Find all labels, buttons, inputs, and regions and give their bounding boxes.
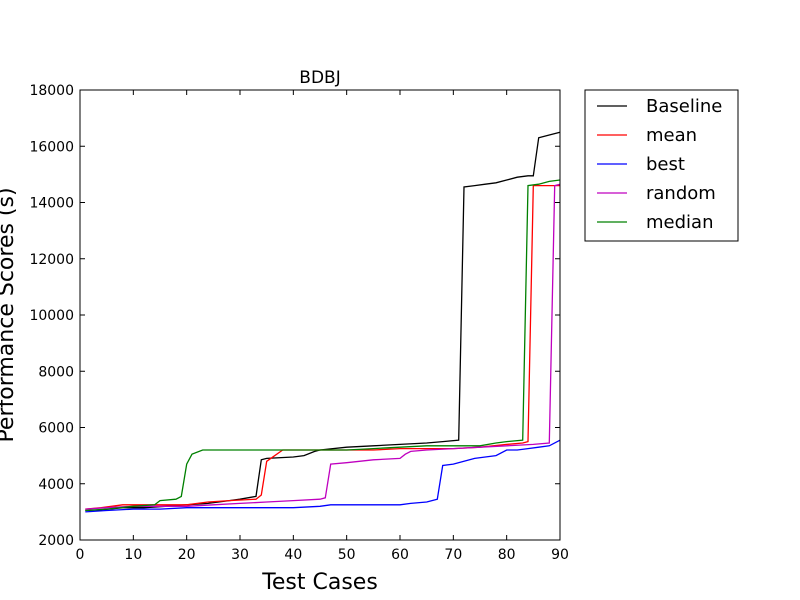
legend-label-mean: mean [646, 125, 697, 146]
legend-frame [584, 89, 739, 242]
series-line-best [85, 439, 561, 513]
y-tick-label: 10000 [29, 308, 74, 324]
plot-series [85, 131, 561, 513]
x-axis: 0 10 20 30 40 50 60 70 80 90 [76, 90, 569, 563]
series-line-random [85, 183, 561, 510]
chart-title: BDBJ [299, 68, 340, 88]
x-tick-label: 30 [231, 547, 249, 563]
legend-label-median: median [646, 212, 713, 233]
legend-label-random: random [646, 183, 716, 204]
legend: Baseline mean best random median [584, 89, 739, 242]
y-axis-label: Performance Scores (s) [0, 187, 19, 442]
x-tick-label: 40 [284, 547, 302, 563]
plot-frame [79, 89, 561, 541]
x-tick-label: 60 [391, 547, 409, 563]
x-tick-label: 10 [124, 547, 142, 563]
y-tick-label: 4000 [38, 477, 74, 493]
x-tick-label: 0 [76, 547, 85, 563]
x-tick-label: 70 [444, 547, 462, 563]
x-tick-label: 90 [551, 547, 569, 563]
x-tick-label: 80 [498, 547, 516, 563]
legend-label-best: best [646, 154, 685, 175]
x-axis-label: Test Cases [261, 570, 378, 595]
y-tick-label: 6000 [38, 421, 74, 437]
x-tick-label: 50 [338, 547, 356, 563]
y-tick-label: 14000 [29, 196, 74, 212]
series-line-baseline [85, 131, 561, 512]
y-tick-label: 18000 [29, 83, 74, 99]
series-line-mean [85, 184, 560, 510]
y-tick-label: 16000 [29, 139, 74, 155]
y-tick-label: 2000 [38, 533, 74, 549]
series-line-median [85, 179, 561, 512]
y-tick-label: 8000 [38, 364, 74, 380]
y-tick-label: 12000 [29, 252, 74, 268]
y-axis: 2000 4000 6000 8000 10000 12000 14000 16000 1800… [29, 83, 560, 549]
legend-label-baseline: Baseline [646, 96, 722, 117]
x-tick-label: 20 [178, 547, 196, 563]
